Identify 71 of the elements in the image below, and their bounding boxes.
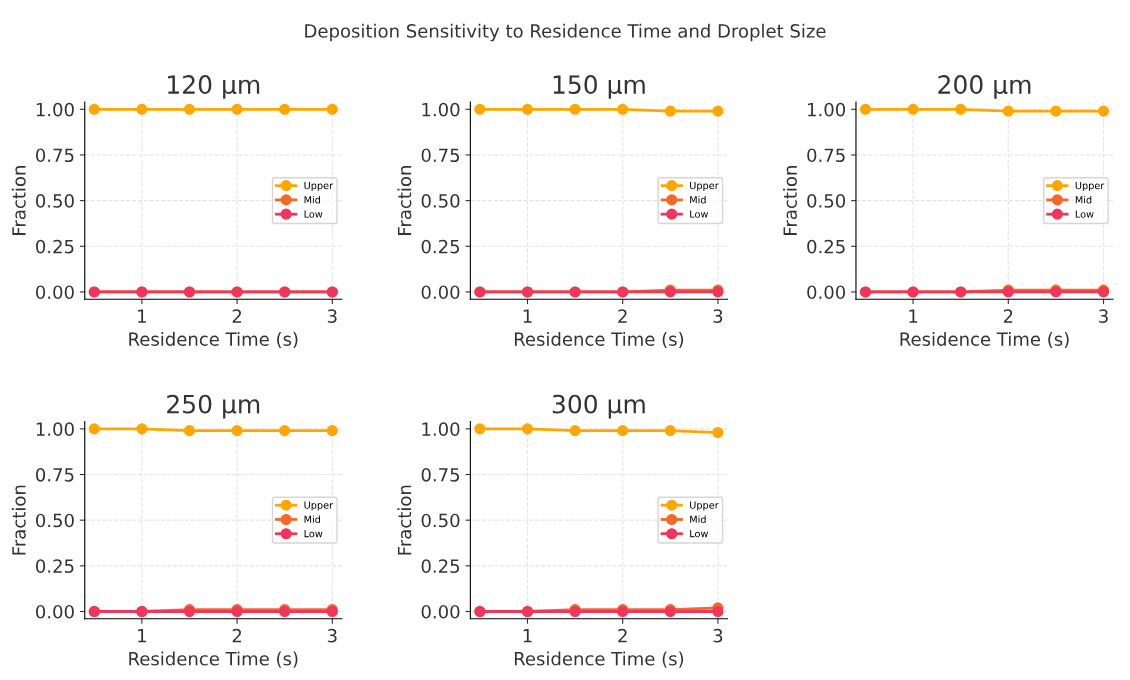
y-tick-label: 1.00 — [422, 422, 460, 436]
x-axis-title: Residence Time (s) — [514, 332, 684, 349]
chart-title: 150 µm — [553, 75, 645, 99]
legend-label: Upper — [304, 501, 334, 511]
x-tick-label: 3 — [327, 628, 337, 643]
y-tick-label: 0.00 — [807, 285, 846, 300]
legend-label: Low — [690, 530, 708, 538]
x-axis-title: Residence Time (s) — [129, 332, 298, 349]
x-tick-label: 1 — [909, 309, 918, 323]
y-tick-label: 0.25 — [807, 239, 845, 254]
y-tick-label: 0.25 — [36, 239, 74, 254]
x-axis-title: Residence Time (s) — [514, 651, 684, 668]
legend-label: Mid — [690, 195, 706, 204]
y-tick-label: 0.50 — [421, 513, 460, 528]
x-tick-label: 1 — [138, 309, 146, 323]
y-axis-title: Fraction — [397, 166, 412, 235]
legend-label: Upper — [690, 181, 719, 192]
x-tick-label: 2 — [1003, 309, 1013, 323]
y-tick-label: 0.75 — [36, 467, 74, 482]
x-tick-label: 1 — [138, 629, 146, 643]
legend-label: Low — [304, 210, 323, 218]
y-tick-label: 0.50 — [36, 513, 74, 528]
chart-title: 250 µm — [167, 394, 260, 419]
x-tick-label: 2 — [232, 309, 242, 323]
legend-label: Low — [304, 530, 323, 538]
y-tick-label: 1.00 — [422, 102, 460, 117]
x-tick-label: 1 — [523, 629, 532, 643]
x-tick-label: 2 — [618, 628, 627, 643]
legend-label: Mid — [690, 515, 706, 523]
y-tick-label: 1.00 — [36, 102, 74, 117]
y-tick-label: 0.25 — [421, 239, 460, 254]
y-tick-label: 1.00 — [808, 102, 846, 117]
y-tick-label: 0.00 — [36, 604, 74, 619]
x-axis-title: Residence Time (s) — [129, 651, 298, 668]
x-tick-label: 2 — [618, 309, 627, 323]
x-tick-label: 1 — [523, 309, 532, 323]
x-axis-title: Residence Time (s) — [900, 332, 1069, 349]
x-tick-label: 3 — [327, 309, 337, 323]
legend-label: Mid — [1075, 195, 1092, 204]
y-tick-label: 0.25 — [36, 559, 74, 573]
legend-label: Low — [1075, 210, 1094, 218]
legend-label: Mid — [304, 195, 321, 204]
x-tick-label: 2 — [232, 628, 242, 643]
y-tick-label: 0.50 — [421, 194, 460, 208]
legend-label: Upper — [304, 181, 334, 192]
y-axis-title: Fraction — [11, 485, 26, 555]
y-tick-label: 0.75 — [421, 148, 460, 163]
y-axis-title: Fraction — [397, 485, 412, 555]
chart-title: 120 µm — [168, 75, 260, 99]
y-tick-label: 0.50 — [36, 194, 74, 208]
y-tick-label: 0.00 — [36, 285, 74, 300]
y-tick-label: 0.75 — [36, 148, 74, 163]
x-tick-label: 3 — [713, 309, 723, 323]
chart-title: 200 µm — [938, 75, 1031, 99]
y-tick-label: 0.75 — [807, 148, 845, 163]
y-tick-label: 0.00 — [421, 604, 460, 619]
text: Deposition Sensitivity to Residence Time and Droplet Size — [305, 23, 826, 42]
y-tick-label: 0.25 — [421, 559, 460, 573]
y-tick-label: 0.50 — [807, 194, 846, 208]
y-axis-title: Fraction — [783, 166, 797, 235]
x-tick-label: 3 — [713, 628, 723, 643]
legend-label: Mid — [304, 515, 321, 523]
legend-label: Upper — [1075, 181, 1105, 192]
legend-label: Low — [690, 210, 708, 218]
y-axis-title: Fraction — [11, 166, 26, 235]
y-tick-label: 0.75 — [421, 467, 460, 482]
legend-label: Upper — [690, 501, 719, 511]
x-tick-label: 3 — [1099, 309, 1108, 323]
y-tick-label: 1.00 — [36, 422, 74, 436]
y-tick-label: 0.00 — [421, 285, 460, 300]
chart-title: 300 µm — [552, 394, 645, 419]
